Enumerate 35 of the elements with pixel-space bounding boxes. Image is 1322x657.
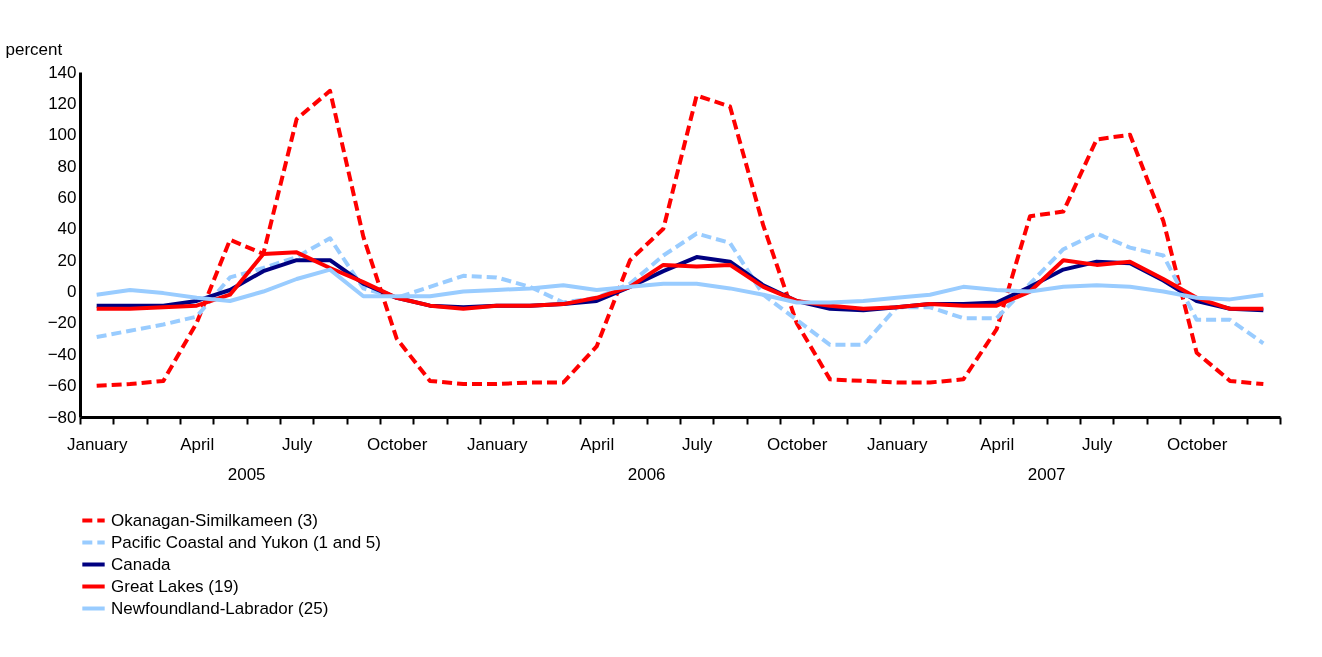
x-tick-label: January: [466, 434, 528, 454]
y-tick-label: 20: [57, 250, 77, 270]
y-tick-label: 40: [57, 219, 77, 239]
y-axis-title: percent: [5, 39, 63, 59]
x-tick-label: July: [1082, 434, 1113, 454]
legend-label: Newfoundland-Labrador (25): [111, 598, 329, 618]
y-tick-label: −80: [47, 407, 77, 427]
line-series: [94, 231, 1266, 347]
x-tick-label: July: [682, 434, 713, 454]
y-tick-label: 120: [48, 93, 77, 113]
line-series: [94, 88, 1266, 388]
x-tick-label: April: [980, 434, 1015, 454]
legend-label: Pacific Coastal and Yukon (1 and 5): [111, 532, 381, 552]
y-tick-label: 80: [57, 156, 77, 176]
x-tick-label: October: [1166, 434, 1228, 454]
x-tick-label: January: [66, 434, 128, 454]
y-tick-label: 140: [48, 62, 77, 82]
y-tick-label: −60: [47, 376, 77, 396]
x-tick-label: October: [766, 434, 828, 454]
x-tick-label: October: [366, 434, 428, 454]
y-tick-label: −20: [47, 313, 77, 333]
text: 2005: [227, 465, 266, 484]
legend-label: Okanagan-Similkameen (3): [111, 510, 318, 530]
y-tick-label: −40: [47, 344, 77, 364]
x-tick-label: July: [282, 434, 313, 454]
x-tick-label: April: [180, 434, 215, 454]
legend-label: Canada: [111, 554, 172, 574]
text: 2006: [627, 465, 666, 484]
legend-label: Great Lakes (19): [111, 576, 239, 596]
x-tick-label: April: [580, 434, 615, 454]
y-tick-label: 0: [67, 282, 77, 302]
text: 2007: [1027, 465, 1066, 484]
y-tick-label: 100: [48, 125, 77, 145]
x-tick-label: January: [866, 434, 928, 454]
y-tick-label: 60: [57, 187, 77, 207]
